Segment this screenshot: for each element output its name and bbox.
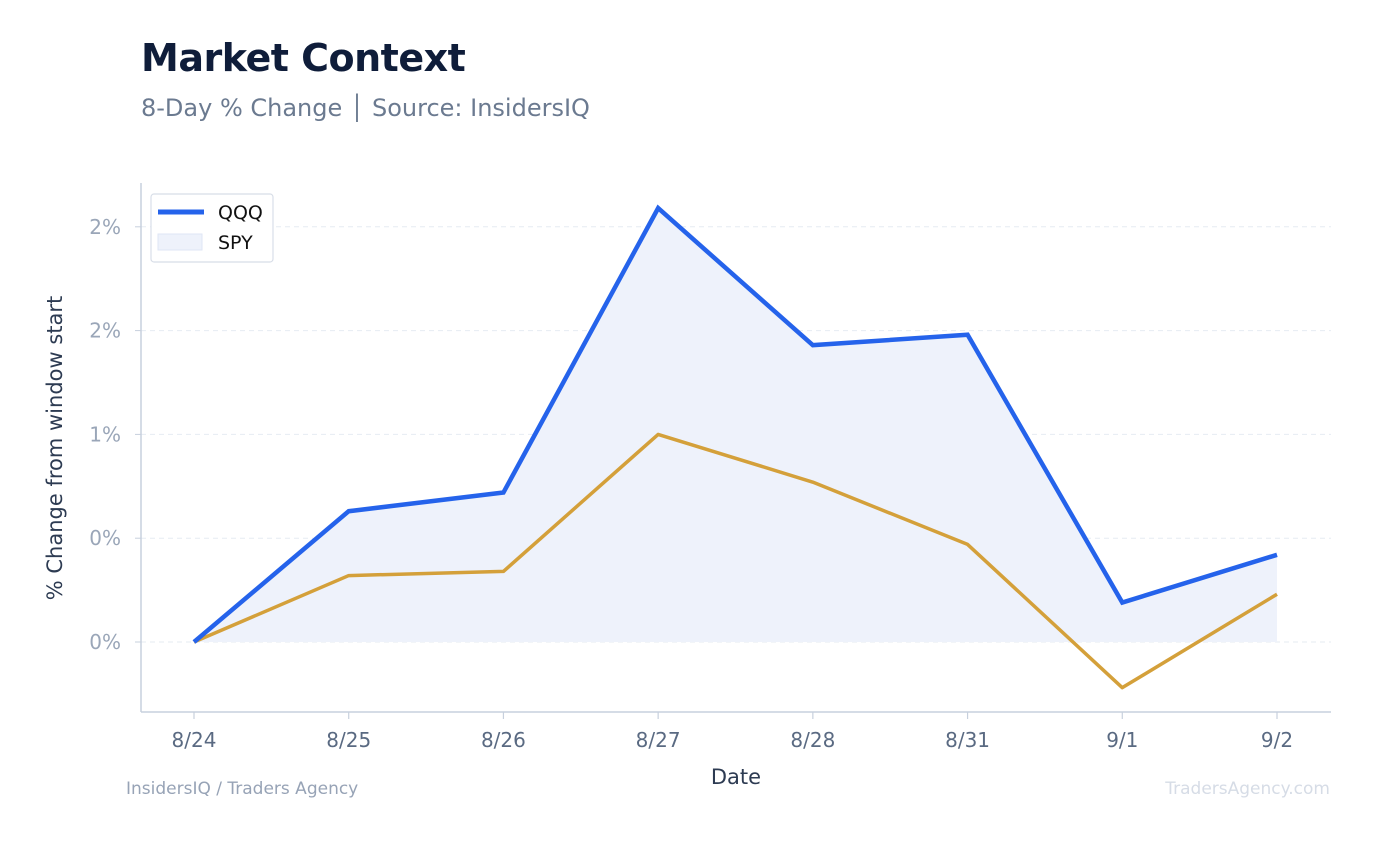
footer-website: TradersAgency.com <box>1165 779 1330 799</box>
y-axis-label: % Change from window start <box>43 296 67 601</box>
legend-label-qqq: QQQ <box>218 202 263 224</box>
y-tick-label: 0% <box>89 630 121 654</box>
spy-line <box>193 432 1278 690</box>
x-tick-label: 8/28 <box>790 728 835 752</box>
area-layer <box>194 208 1277 642</box>
legend: QQQ SPY <box>150 193 274 263</box>
y-ticks: 0% 0% 1% 2% 2% <box>89 215 141 654</box>
y-tick-label: 2% <box>89 215 121 239</box>
x-axis-label: Date <box>711 765 761 789</box>
legend-swatch-spy <box>157 233 203 251</box>
legend-label-spy: SPY <box>218 232 253 254</box>
x-tick-label: 9/1 <box>1106 728 1138 752</box>
x-tick-label: 8/26 <box>481 728 526 752</box>
footer-credit: InsidersIQ / Traders Agency <box>126 779 359 799</box>
y-tick-label: 1% <box>89 422 121 446</box>
x-tick-label: 8/24 <box>172 728 217 752</box>
x-ticks: 8/24 8/25 8/26 8/27 8/28 8/31 9/1 9/2 <box>172 712 1293 752</box>
y-tick-label: 2% <box>89 319 121 343</box>
x-tick-label: 8/27 <box>636 728 681 752</box>
x-tick-label: 8/31 <box>945 728 990 752</box>
y-tick-label: 0% <box>89 526 121 550</box>
x-tick-label: 8/25 <box>326 728 371 752</box>
chart-subtitle: 8-Day % Change │ Source: InsidersIQ <box>141 94 590 122</box>
axes <box>140 183 1331 713</box>
spy-area-fill <box>194 208 1277 642</box>
lines-layer <box>192 204 1278 690</box>
chart-title: Market Context <box>141 36 466 80</box>
x-tick-label: 9/2 <box>1261 728 1293 752</box>
qqq-line <box>192 204 1278 644</box>
